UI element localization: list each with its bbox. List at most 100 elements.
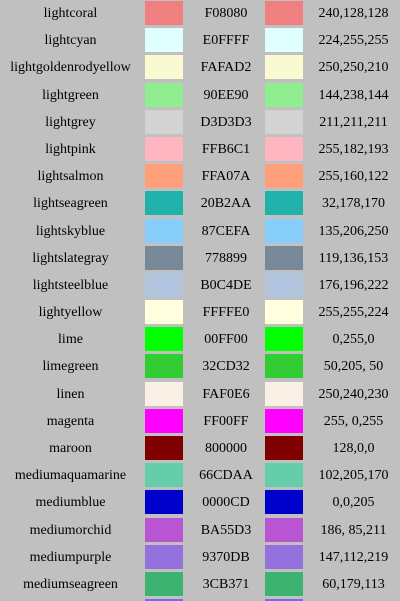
color-swatch-right <box>265 1 303 25</box>
color-rgb: 250,250,210 <box>318 60 389 76</box>
color-hex: FFFFE0 <box>202 305 250 321</box>
color-swatch-right <box>265 272 303 297</box>
color-swatch-right <box>265 381 303 406</box>
color-swatch-left <box>145 28 183 53</box>
color-row: lime 00FF00 0,255,0 <box>0 326 400 353</box>
color-name: magenta <box>46 413 95 429</box>
color-rgb: 135,206,250 <box>318 223 389 239</box>
color-rgb: 147,112,219 <box>318 549 389 565</box>
color-row: lightcyan E0FFFF 224,255,255 <box>0 27 400 54</box>
color-rgb: 255,255,224 <box>318 305 389 321</box>
color-name: lightgrey <box>45 114 96 130</box>
color-swatch-left <box>145 436 183 460</box>
color-swatch-right <box>265 109 303 134</box>
color-swatch-left <box>145 408 183 433</box>
color-row: mediumblue 0000CD 0,0,205 <box>0 489 400 516</box>
color-hex: 32CD32 <box>202 359 250 375</box>
color-name: lightcoral <box>43 6 98 21</box>
color-swatch-left <box>145 55 183 80</box>
color-hex: FF00FF <box>203 413 249 429</box>
color-swatch-right <box>265 408 303 433</box>
color-name: mediumorchid <box>29 522 112 538</box>
color-name: mediumpurple <box>29 549 112 565</box>
color-swatch-left <box>145 245 183 270</box>
color-swatch-left <box>145 191 183 216</box>
color-swatch-right <box>265 544 303 569</box>
color-hex: 00FF00 <box>204 332 248 348</box>
color-swatch-left <box>145 544 183 569</box>
color-row: lightyellow FFFFE0 255,255,224 <box>0 299 400 326</box>
color-row: lightslategray 778899 119,136,153 <box>0 245 400 272</box>
color-rgb: 224,255,255 <box>318 33 389 49</box>
color-name: maroon <box>49 441 92 456</box>
color-row: lightsteelblue B0C4DE 176,196,222 <box>0 272 400 299</box>
color-row: magenta FF00FF 255, 0,255 <box>0 408 400 435</box>
color-swatch-left <box>145 381 183 406</box>
color-row: mediumaquamarine 66CDAA 102,205,170 <box>0 462 400 489</box>
color-hex: FFA07A <box>201 169 251 185</box>
color-row: maroon 800000 128,0,0 <box>0 435 400 462</box>
color-row: lightsalmon FFA07A 255,160,122 <box>0 163 400 190</box>
color-hex: FAF0E6 <box>202 386 250 402</box>
color-rgb: 255,182,193 <box>318 141 389 157</box>
color-swatch-left <box>145 463 183 488</box>
color-swatch-right <box>265 136 303 161</box>
color-rgb: 144,238,144 <box>318 87 389 103</box>
color-swatch-left <box>145 218 183 243</box>
color-hex: 20B2AA <box>200 196 252 212</box>
next-row-swatch-right <box>265 599 303 601</box>
color-name: mediumaquamarine <box>14 468 127 484</box>
color-hex: 0000CD <box>202 495 250 511</box>
color-swatch-left <box>145 164 183 189</box>
color-row: mediumpurple 9370DB 147,112,219 <box>0 544 400 571</box>
color-swatch-left <box>145 272 183 297</box>
color-name: lime <box>58 332 83 348</box>
color-name: lightyellow <box>38 305 103 321</box>
color-row: mediumorchid BA55D3 186, 85,211 <box>0 517 400 544</box>
color-rgb: 60,179,113 <box>322 576 385 592</box>
color-rgb: 128,0,0 <box>332 441 375 456</box>
color-hex: F08080 <box>204 6 248 21</box>
color-hex: 3CB371 <box>202 576 250 592</box>
color-swatch-left <box>145 300 183 325</box>
color-hex: 90EE90 <box>203 87 249 103</box>
color-rgb: 102,205,170 <box>318 468 389 484</box>
color-name: mediumblue <box>35 495 106 511</box>
color-swatch-left <box>145 136 183 161</box>
color-rgb: 250,240,230 <box>318 386 389 402</box>
color-hex: 778899 <box>205 250 247 266</box>
color-swatch-right <box>265 571 303 596</box>
color-hex: E0FFFF <box>202 33 250 49</box>
color-hex: FFB6C1 <box>201 141 251 157</box>
color-swatch-right <box>265 327 303 352</box>
color-swatch-right <box>265 490 303 515</box>
color-rgb: 211,211,211 <box>319 114 388 130</box>
color-rgb: 50,205, 50 <box>323 359 384 375</box>
color-swatch-left <box>145 109 183 134</box>
next-row-swatch-left <box>145 599 183 601</box>
color-row: linen FAF0E6 250,240,230 <box>0 381 400 408</box>
color-hex: B0C4DE <box>200 277 252 293</box>
color-row: lightskyblue 87CEFA 135,206,250 <box>0 218 400 245</box>
color-swatch-left <box>145 517 183 542</box>
color-rgb: 0,0,205 <box>332 495 375 511</box>
color-swatch-right <box>265 164 303 189</box>
color-row: lightgrey D3D3D3 211,211,211 <box>0 109 400 136</box>
color-swatch-right <box>265 82 303 107</box>
color-name: lightskyblue <box>35 223 106 239</box>
color-row: lightgreen 90EE90 144,238,144 <box>0 82 400 109</box>
color-name: lightcyan <box>44 33 97 49</box>
color-rgb: 32,178,170 <box>322 196 385 212</box>
color-hex: FAFAD2 <box>200 60 252 76</box>
color-hex: D3D3D3 <box>200 114 252 130</box>
color-row: lightpink FFB6C1 255,182,193 <box>0 136 400 163</box>
color-swatch-right <box>265 218 303 243</box>
color-swatch-left <box>145 490 183 515</box>
color-hex: 66CDAA <box>199 468 253 484</box>
color-name: lightseagreen <box>33 196 108 212</box>
color-row: lightgoldenrodyellow FAFAD2 250,250,210 <box>0 54 400 81</box>
color-rgb: 255,160,122 <box>318 169 389 185</box>
color-name: lightgoldenrodyellow <box>10 60 131 76</box>
color-row: mediumseagreen 3CB371 60,179,113 <box>0 571 400 598</box>
